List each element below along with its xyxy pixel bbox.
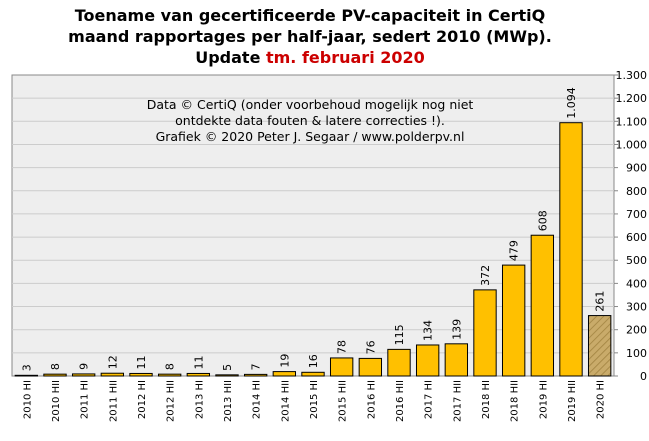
y-tick-label: 400 — [626, 277, 647, 290]
y-tick-label: 1.000 — [616, 138, 648, 151]
y-axis-ticks: 0 100 200 300 400 500 600 700 800 900 1.000 1.100 1.… — [614, 69, 647, 383]
bar-2017-hi — [415, 344, 440, 377]
y-tick-label: 1.200 — [616, 92, 648, 105]
data-label: 261 — [594, 291, 607, 312]
bar-2019-hi — [530, 234, 555, 377]
chart-title-update-date: tm. februari 2020 — [266, 48, 425, 67]
data-label: 8 — [49, 363, 62, 370]
x-tick-label: 2011 HI — [80, 380, 91, 419]
bar-2010-hii — [43, 373, 67, 377]
bar-2012-hi — [129, 372, 153, 377]
bar-2011-hii — [100, 372, 125, 377]
data-label: 12 — [106, 355, 119, 369]
data-label: 76 — [364, 340, 377, 354]
data-label: 5 — [221, 364, 234, 371]
y-tick-label: 100 — [626, 347, 647, 360]
data-label: 78 — [336, 340, 349, 354]
data-label: 8 — [164, 363, 177, 370]
x-tick-label: 2013 HI — [194, 380, 205, 419]
x-tick-label: 2019 HI — [538, 380, 549, 419]
y-tick-label: 200 — [626, 324, 647, 337]
annotation-line-3: Grafiek © 2020 Peter J. Segaar / www.pol… — [156, 129, 465, 144]
x-tick-label: 2015 HI — [309, 380, 320, 419]
bar-2015-hii — [329, 357, 354, 377]
bar-2020-hi — [587, 315, 612, 377]
x-tick-label: 2014 HII — [280, 380, 291, 422]
bar-2018-hi — [473, 289, 497, 377]
data-label: 608 — [536, 210, 549, 231]
data-label: 479 — [508, 240, 521, 261]
chart-title-line-1: Toename van gecertificeerde PV-capacitei… — [75, 6, 546, 25]
bar-2019-hii — [559, 122, 583, 377]
y-tick-label: 600 — [626, 231, 647, 244]
bar-2011-hi — [71, 373, 96, 377]
x-tick-label: 2013 HII — [223, 380, 234, 422]
bar-2013-hi — [186, 372, 211, 377]
bar-2018-hii — [501, 264, 526, 377]
data-label: 115 — [393, 324, 406, 345]
x-tick-label: 2011 HII — [108, 380, 119, 422]
y-tick-label: 500 — [626, 254, 647, 267]
x-tick-label: 2018 HII — [510, 380, 521, 422]
y-tick-label: 300 — [626, 301, 647, 314]
x-tick-label: 2016 HI — [366, 380, 377, 419]
data-label: 19 — [278, 354, 291, 368]
x-tick-label: 2012 HII — [166, 380, 177, 422]
y-tick-label: 800 — [626, 185, 647, 198]
x-tick-label: 2017 HI — [424, 380, 435, 419]
bar-2016-hi — [358, 357, 383, 377]
y-tick-label: 1.100 — [616, 115, 648, 128]
bar-2014-hi — [243, 373, 268, 377]
bar-2016-hii — [387, 348, 411, 377]
x-tick-label: 2019 HII — [567, 380, 578, 422]
annotation-line-1: Data © CertiQ (onder voorbehoud mogelijk… — [147, 97, 474, 112]
bars — [14, 122, 612, 377]
chart-title-line-2: maand rapportages per half-jaar, sedert … — [68, 27, 552, 46]
y-tick-label: 0 — [640, 370, 647, 383]
x-tick-label: 2017 HII — [452, 380, 463, 422]
x-tick-label: 2016 HII — [395, 380, 406, 422]
chart-title-line-3: Update tm. februari 2020 — [195, 48, 425, 67]
y-tick-label: 700 — [626, 208, 647, 221]
x-tick-label: 2010 HII — [51, 380, 62, 422]
data-label: 372 — [479, 265, 492, 286]
data-label: 134 — [422, 320, 435, 341]
x-tick-label: 2018 HI — [481, 380, 492, 419]
data-label: 11 — [135, 355, 148, 369]
chart-title-update-prefix: Update — [195, 48, 266, 67]
bar-2013-hii — [215, 374, 239, 377]
data-label: 139 — [450, 319, 463, 340]
bar-2012-hii — [157, 373, 182, 377]
bar-2015-hi — [301, 371, 325, 377]
x-tick-label: 2015 HII — [338, 380, 349, 422]
x-tick-label: 2014 HI — [252, 380, 263, 419]
y-tick-label: 900 — [626, 162, 647, 175]
x-axis-ticks: 2010 HI 2010 HII 2011 HI 2011 HII 2012 HI 201… — [22, 380, 606, 422]
x-tick-label: 2020 HI — [596, 380, 607, 419]
data-label: 3 — [20, 364, 33, 371]
bar-2010-hi — [14, 374, 39, 377]
x-tick-label: 2010 HI — [22, 380, 33, 419]
data-label: 7 — [250, 363, 263, 370]
data-label: 16 — [307, 354, 320, 368]
bar-2014-hii — [272, 371, 297, 377]
annotation-line-2: ontdekte data fouten & latere correcties… — [175, 113, 445, 128]
x-tick-label: 2012 HI — [137, 380, 148, 419]
bar-2017-hii — [444, 343, 469, 377]
data-label: 1.094 — [565, 87, 578, 119]
data-label: 11 — [192, 355, 205, 369]
y-tick-label: 1.300 — [616, 69, 648, 82]
data-label: 9 — [78, 363, 91, 370]
